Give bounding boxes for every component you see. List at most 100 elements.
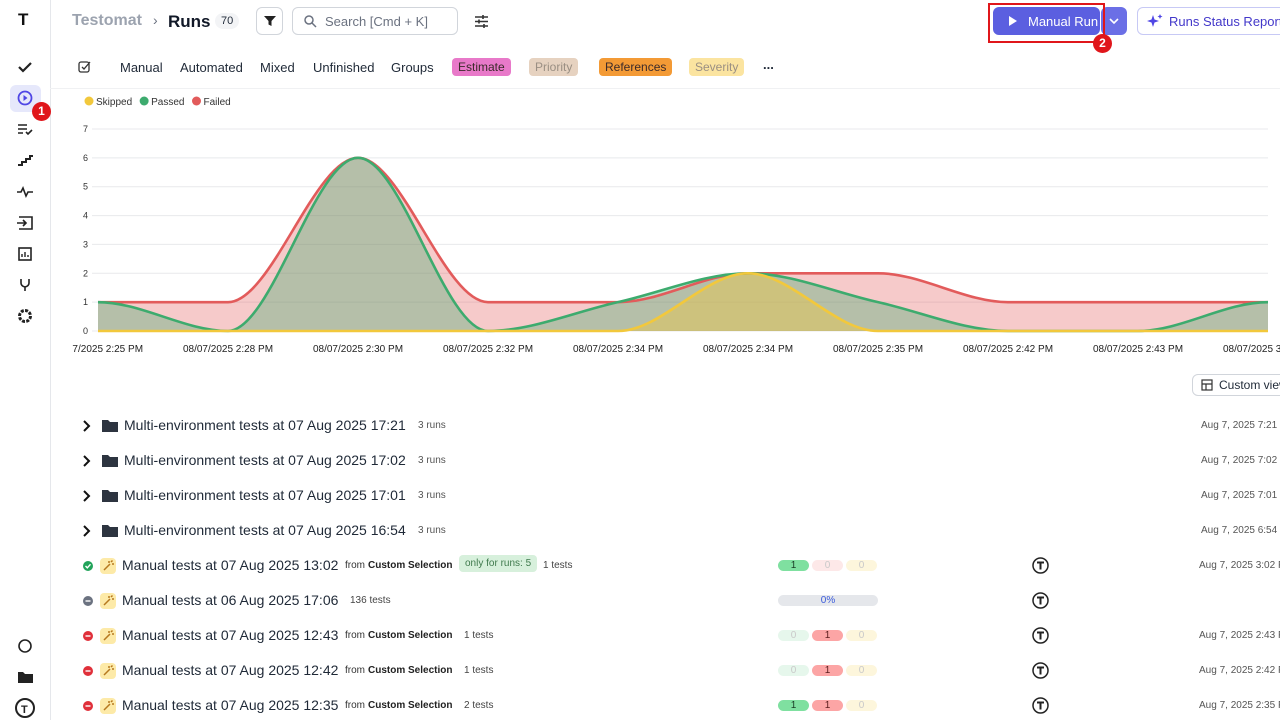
icon-steps[interactable] [18,155,33,166]
filter-button[interactable] [256,7,283,35]
folder-icon [102,525,118,537]
result-pill: 0 [778,630,809,641]
row-date: Aug 7, 2025 2:35 PM [1199,700,1280,711]
icon-analytics[interactable] [18,247,32,261]
icon-account[interactable] [15,698,35,718]
filter-tab[interactable]: Mixed [260,60,295,75]
view-settings[interactable] [474,14,489,29]
y-tick-label: 6 [83,153,88,163]
expand-chevron[interactable] [82,420,92,432]
filter-tab[interactable]: Automated [180,60,243,75]
status-icon [83,701,93,711]
icon-plans[interactable] [18,124,33,136]
row-date: Aug 7, 2025 7:21 PM [1201,420,1280,431]
annotation-badge: 1 [32,102,51,121]
x-tick-label: 08/07/2025 3:15 PM [1223,344,1280,355]
run-row[interactable]: Manual tests at 07 Aug 2025 12:35 from Cus… [50,688,1280,723]
source-prefix: from [345,665,365,676]
source-prefix: from [345,630,365,641]
count-badge: 70 [215,13,240,29]
y-tick-label: 4 [83,211,88,221]
manual-icon [100,663,116,679]
y-tick-label: 1 [83,297,88,307]
row-date: Aug 7, 2025 3:02 PM [1199,560,1280,571]
result-pill: 0 [846,560,877,571]
manual-run-label: Manual Run [1028,13,1099,29]
logo[interactable]: T [18,10,29,29]
run-row[interactable]: Manual tests at 07 Aug 2025 12:43 from Cus… [50,618,1280,653]
group-row[interactable]: Multi-environment tests at 07 Aug 2025 1… [50,408,1280,443]
icon-import[interactable] [17,216,33,230]
expand-chevron[interactable] [82,525,92,537]
group-row[interactable]: Multi-environment tests at 07 Aug 2025 1… [50,513,1280,548]
tag-filter[interactable]: Priority [529,58,579,76]
filter-tab[interactable]: Unfinished [313,60,375,75]
search-box[interactable]: Search [Cmd + K] [292,7,458,35]
icon-settings[interactable] [18,309,32,323]
runs-badge: only for runs: 5 [459,555,538,572]
icon-pulse[interactable] [17,186,33,198]
chart: 0 1 2 3 4 5 6 7 08/07/2025 2:25 PM 08/07/2025 2:2… [72,96,1280,355]
run-name: Manual tests at 07 Aug 2025 12:35 [122,697,339,713]
group-run-count: 3 runs [418,490,446,501]
manual-run-button[interactable]: Manual Run [993,7,1100,35]
row-date: Aug 7, 2025 2:43 PM [1199,630,1280,641]
more-button[interactable]: ... [763,57,774,72]
status-report-button[interactable]: Runs Status Report [1137,7,1280,35]
test-count: 2 tests [464,700,494,711]
status-icon [83,666,93,676]
expand-chevron[interactable] [82,490,92,502]
group-name: Multi-environment tests at 07 Aug 2025 1… [124,522,406,538]
custom-view-button[interactable]: Custom view [1192,374,1280,396]
row-date: Aug 7, 2025 6:54 PM [1201,525,1280,536]
tag-filter[interactable]: Severity [689,58,745,76]
tag-filter[interactable]: Estimate [452,58,511,76]
source-name: Custom Selection [368,665,453,676]
manual-icon [100,628,116,644]
group-run-count: 3 runs [418,525,446,536]
group-row[interactable]: Multi-environment tests at 07 Aug 2025 1… [50,443,1280,478]
page-title: Runs [168,12,211,31]
run-name: Manual tests at 06 Aug 2025 17:06 [122,592,339,608]
run-name: Manual tests at 07 Aug 2025 13:02 [122,557,339,573]
test-count: 1 tests [464,665,494,676]
filter-tab[interactable]: Groups [391,60,434,75]
icon-folder[interactable] [18,672,33,683]
tag-filter[interactable]: References [599,58,673,76]
icon-runs[interactable] [17,90,33,106]
source-prefix: from [345,700,365,711]
run-dropdown[interactable] [1101,7,1127,35]
custom-view-label: Custom view [1219,378,1280,392]
select-icon[interactable] [78,59,92,73]
icon-help[interactable] [18,639,32,653]
result-pill: 1 [812,700,843,711]
filter-icon [263,16,276,26]
manual-icon [100,698,116,714]
result-pill: 1 [812,630,843,641]
expand-chevron[interactable] [82,455,92,467]
legend-label: Failed [204,97,231,108]
legend-dot [84,96,94,106]
test-count: 1 tests [543,560,573,571]
run-row[interactable]: Manual tests at 07 Aug 2025 13:02 from Cus… [50,548,1280,583]
run-row[interactable]: Manual tests at 06 Aug 2025 17:06 136 tes… [50,583,1280,618]
x-tick-label: 08/07/2025 2:30 PM [313,344,403,355]
y-tick-label: 7 [83,124,88,134]
icon-tests[interactable] [18,62,32,73]
series-line [97,156,1268,304]
icon-analytics-bars [21,252,29,257]
group-row[interactable]: Multi-environment tests at 07 Aug 2025 1… [50,478,1280,513]
run-row[interactable]: Manual tests at 07 Aug 2025 12:42 from Cus… [50,653,1280,688]
breadcrumb-sep: › [153,12,158,28]
row-date: Aug 7, 2025 2:42 PM [1199,665,1280,676]
legend-dot [139,96,149,106]
user-avatar [1032,592,1049,609]
icon-branch[interactable] [20,279,30,291]
filter-tab[interactable]: Manual [120,60,163,75]
breadcrumb[interactable]: Testomat [72,12,142,29]
x-tick-label: 08/07/2025 2:34 PM [703,344,793,355]
status-icon [83,631,93,641]
table-icon [1201,379,1213,391]
series-line [98,271,1268,333]
